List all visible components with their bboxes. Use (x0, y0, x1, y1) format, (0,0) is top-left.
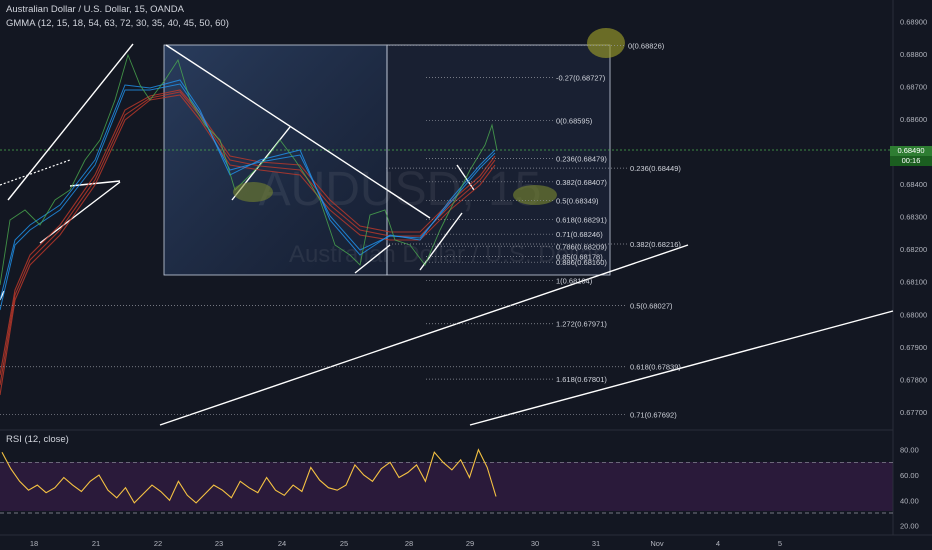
price-axis-tick: 0.68200 (900, 245, 927, 254)
time-axis-tick: 30 (531, 539, 539, 548)
fib-level-label: 1(0.68104) (556, 276, 593, 285)
time-axis-tick: 22 (154, 539, 162, 548)
time-axis-tick: 18 (30, 539, 38, 548)
price-axis-tick: 0.68400 (900, 180, 927, 189)
time-axis-tick: 5 (778, 539, 782, 548)
fib-level-label: 0(0.68595) (556, 117, 593, 126)
fib-level-label: 0.5(0.68349) (556, 197, 599, 206)
rsi-line (1, 448, 497, 504)
fib-level-label: -0.27(0.68727) (556, 74, 606, 83)
countdown-badge: 00:16 (890, 156, 932, 166)
time-axis-tick: 24 (278, 539, 286, 548)
rsi-axis-tick: 40.00 (900, 496, 919, 505)
price-axis-tick: 0.68100 (900, 278, 927, 287)
time-axis-tick: 21 (92, 539, 100, 548)
fib-level-label: 0.382(0.68216) (630, 240, 681, 249)
price-axis-tick: 0.68300 (900, 213, 927, 222)
time-axis-tick: 29 (466, 539, 474, 548)
fib-level-label: 1.618(0.67801) (556, 375, 607, 384)
fib-level-label: 0.71(0.67692) (630, 411, 677, 420)
fib-level-label: 0.886(0.68160) (556, 258, 607, 267)
fib-box-left[interactable] (163, 44, 388, 276)
time-axis-tick: 28 (405, 539, 413, 548)
price-axis-tick: 0.68900 (900, 17, 927, 26)
time-axis-tick: 31 (592, 539, 600, 548)
time-axis-tick: 4 (716, 539, 720, 548)
fib-level-label: 0.382(0.68407) (556, 178, 607, 187)
rsi-axis-tick: 20.00 (900, 522, 919, 531)
fib-level-label: 0.786(0.68209) (556, 242, 607, 251)
rsi-axis-tick: 80.00 (900, 446, 919, 455)
price-axis-tick: 0.68800 (900, 50, 927, 59)
fib-level-label: 0.85(0.68178) (556, 252, 603, 261)
time-axis-tick: 25 (340, 539, 348, 548)
fib-level-label: 0(0.68826) (628, 41, 665, 50)
price-axis-tick: 0.67700 (900, 408, 927, 417)
price-axis-tick: 0.67900 (900, 343, 927, 352)
fib-level-label: 1.272(0.67971) (556, 320, 607, 329)
fib-level-label: 0.236(0.68479) (556, 154, 607, 163)
chart-title: Australian Dollar / U.S. Dollar, 15, OAN… (6, 4, 184, 15)
highlight-ellipse-left[interactable] (233, 182, 273, 202)
rsi-axis-tick: 60.00 (900, 471, 919, 480)
gmma-indicator-label[interactable]: GMMA (12, 15, 18, 54, 63, 72, 30, 35, 40… (6, 18, 229, 29)
price-axis-tick: 0.68600 (900, 115, 927, 124)
highlight-ellipse-right[interactable] (513, 185, 557, 205)
watermark-name: Australian Dollar / U.S. Dollar (289, 241, 601, 268)
current-price-badge: 0.68490 (890, 146, 932, 156)
price-axis-tick: 0.68700 (900, 82, 927, 91)
rsi-band (0, 462, 893, 511)
price-line (0, 53, 498, 286)
gmma-short (0, 79, 496, 311)
fib-level-label: 0.71(0.68246) (556, 230, 603, 239)
fib-level-label: 0.236(0.68449) (630, 164, 681, 173)
fib-level-label: 0.618(0.67839) (630, 363, 681, 372)
time-axis-tick: Nov (650, 539, 664, 548)
fib-level-label: 0.618(0.68291) (556, 216, 607, 225)
highlight-ellipse-top[interactable] (587, 28, 625, 58)
fib-level-label: 0.5(0.68027) (630, 302, 673, 311)
price-axis-tick: 0.68000 (900, 310, 927, 319)
rsi-indicator-label[interactable]: RSI (12, close) (6, 434, 69, 445)
price-axis-tick: 0.67800 (900, 375, 927, 384)
time-axis-tick: 23 (215, 539, 223, 548)
fib-box-right[interactable] (386, 44, 611, 276)
